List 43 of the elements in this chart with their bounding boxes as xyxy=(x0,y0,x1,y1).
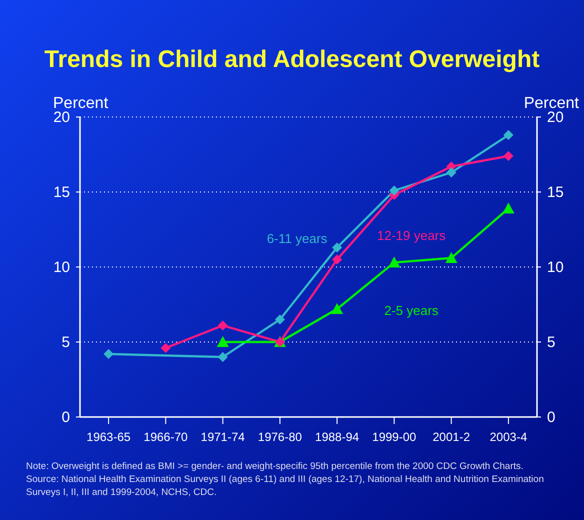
y-tick-label: 20 xyxy=(53,109,70,126)
point xyxy=(274,314,285,324)
point xyxy=(445,252,458,263)
point xyxy=(502,202,514,214)
y-tick-label: 5 xyxy=(62,334,70,351)
y-tick-label: 0 xyxy=(62,409,70,426)
y-tick-label: 15 xyxy=(53,184,70,201)
x-tick-label: 1966-70 xyxy=(144,430,188,444)
point xyxy=(332,242,342,252)
series-label: 6-11 years xyxy=(266,231,328,246)
point xyxy=(104,349,114,359)
x-tick-label: 2001-2 xyxy=(432,430,470,444)
x-tick-label: 1999-00 xyxy=(372,430,417,444)
point xyxy=(218,352,228,362)
point xyxy=(332,254,342,264)
y2-tick-label: 0 xyxy=(547,409,556,426)
text: Surveys I, II, III and 1999-2004, NCHS, CDC. xyxy=(26,487,217,498)
y2-tick-label: 10 xyxy=(547,259,564,276)
source-note: Source: National Health Examination Surveys II (ages 6-11) and III (ages 12-17), National Health and Nutrition Examination xyxy=(26,474,544,485)
chart-title: Trends in Child and Adolescent Overweight xyxy=(44,46,540,73)
point xyxy=(388,256,400,268)
y-axis-title: Percent xyxy=(53,95,109,112)
y2-tick-label: 15 xyxy=(547,184,564,201)
point xyxy=(503,130,514,140)
point xyxy=(389,186,400,196)
y2-axis-title: Percent xyxy=(524,95,580,112)
y2-tick-label: 20 xyxy=(547,109,564,126)
point xyxy=(503,151,514,161)
x-tick-label: 1963-65 xyxy=(86,430,131,444)
point xyxy=(218,320,228,330)
series-label: 2-5 years xyxy=(384,303,439,318)
x-tick-label: 1971-74 xyxy=(200,430,246,444)
point xyxy=(446,168,456,178)
text: Note: Overweight is defined as BMI >= gender- and weight-specific 95th percentile from the 2000 CDC Growth Charts. xyxy=(26,461,524,472)
point xyxy=(216,336,229,347)
x-tick-label: 1976-80 xyxy=(258,430,302,444)
point xyxy=(331,303,344,314)
y-tick-label: 10 xyxy=(53,259,70,276)
series-label: 12-19 years xyxy=(376,228,446,243)
x-tick-label: 2003-4 xyxy=(490,430,528,444)
x-tick-label: 1988-94 xyxy=(315,430,360,444)
point xyxy=(160,343,171,353)
y2-tick-label: 5 xyxy=(547,334,556,351)
